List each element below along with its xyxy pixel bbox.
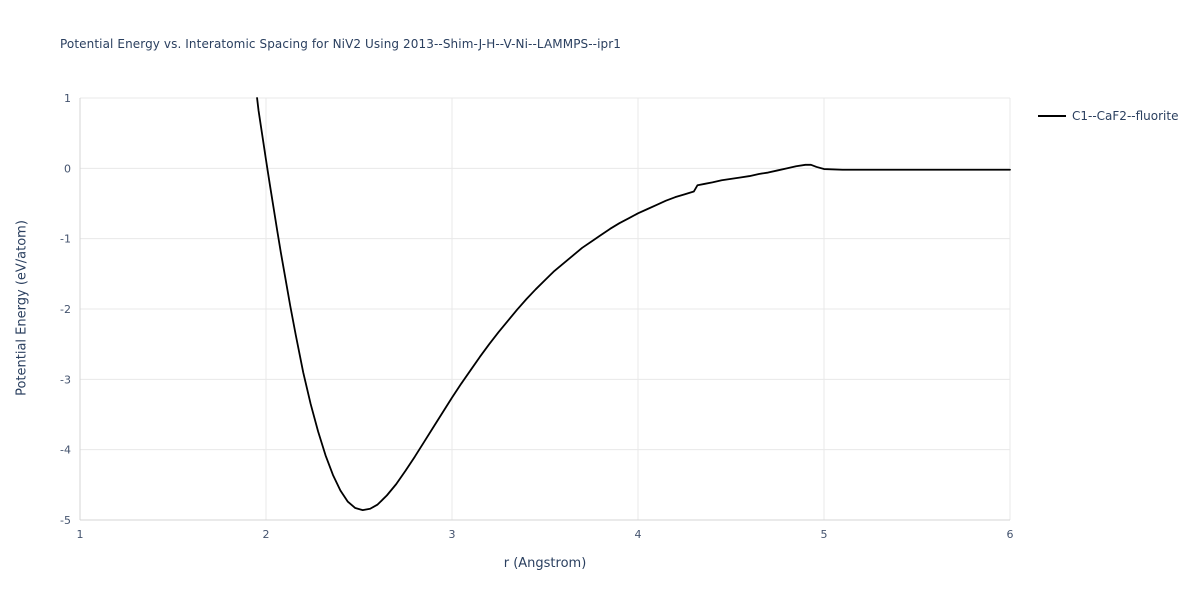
chart-title: Potential Energy vs. Interatomic Spacing… (60, 37, 622, 51)
x-tick-label: 3 (449, 528, 456, 541)
x-tick-label: 4 (635, 528, 642, 541)
legend-line-swatch (1038, 115, 1066, 117)
x-tick-label: 1 (77, 528, 84, 541)
y-tick-label: 1 (64, 92, 71, 105)
y-tick-label: -4 (60, 444, 71, 457)
legend: C1--CaF2--fluorite (1038, 109, 1178, 123)
y-axis-title: Potential Energy (eV/atom) (14, 220, 30, 396)
y-tick-label: -3 (60, 373, 71, 386)
legend-label: C1--CaF2--fluorite (1072, 109, 1179, 123)
series-line (256, 97, 1011, 512)
y-tick-label: -2 (60, 303, 71, 316)
y-tick-label: -1 (60, 233, 71, 246)
y-tick-label: 0 (64, 162, 71, 175)
x-axis-title: r (Angstrom) (503, 556, 587, 571)
x-tick-label: 2 (263, 528, 270, 541)
x-tick-label: 6 (1007, 528, 1014, 541)
x-tick-label: 5 (821, 528, 828, 541)
y-tick-label: -5 (60, 514, 71, 527)
